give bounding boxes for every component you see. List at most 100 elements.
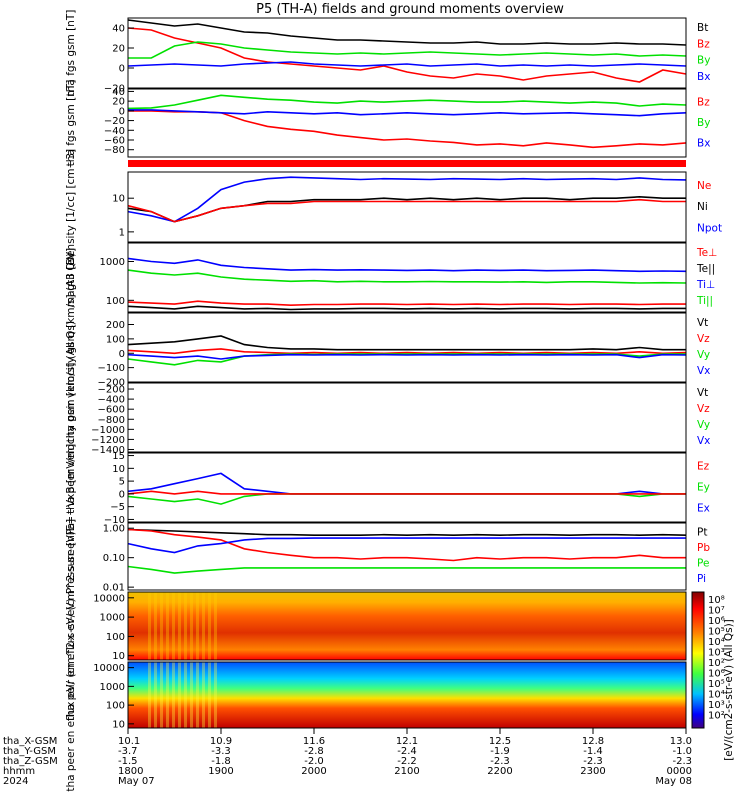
panel-frame [127, 171, 687, 243]
heatmap-stripe [214, 662, 217, 728]
heatmap-stripe [160, 662, 163, 728]
legend-entry: By [697, 55, 710, 67]
legend-entry: Vz [697, 403, 710, 415]
x-tick-label: 0000 [667, 766, 692, 777]
heatmap-stripe [148, 662, 151, 728]
series-line-pi [127, 537, 686, 554]
legend-entry: Vy [697, 419, 710, 431]
y-tick-label: 20 [112, 97, 125, 108]
x-tick-label: -2.4 [397, 746, 417, 757]
legend-entry: Ex [697, 503, 710, 515]
x-tick-label: -2.2 [397, 756, 417, 767]
legend-entry: Pi [697, 573, 706, 585]
colorbar-label: [eV/(cm2-s-str-eV) (All Qs)] [723, 619, 735, 761]
series-line-bx [127, 61, 687, 67]
y-tick-label: −1400 [91, 445, 125, 456]
legend-entry: Vt [697, 387, 708, 399]
x-tick-label: 10.1 [118, 736, 140, 747]
panel-3: 10 1 Density [1/cc] [cm−3] Ne Ni Npot [65, 149, 722, 265]
legend-entry: Ti⊥ [696, 279, 715, 291]
x-tick-label: 2200 [487, 766, 512, 777]
x-tick-label: 2300 [580, 766, 605, 777]
series-line-ex [127, 472, 686, 495]
y-tick-label: −600 [98, 405, 125, 416]
x-tick-label: 12.5 [489, 736, 511, 747]
legend-entry: Ti|| [696, 295, 713, 307]
series-line-npot [127, 176, 687, 223]
y-tick-label: 1.00 [103, 524, 125, 535]
heatmap-stripe [172, 662, 175, 728]
y-tick-label: 0.01 [103, 583, 125, 594]
heatmap-stripe [214, 592, 217, 660]
x-tick-label: 12.8 [582, 736, 604, 747]
y-tick-label: 0 [119, 489, 125, 500]
y-tick-label: −100 [98, 363, 125, 374]
y-axis-label: E=−VxB [mV/m] [65, 444, 77, 532]
legend-entry: Bz [697, 38, 710, 50]
y-tick-label: 10 [112, 194, 125, 205]
heatmap-stripe [184, 662, 187, 728]
x-tick-label: 13.0 [670, 736, 692, 747]
x-row-label: tha_Y-GSM [3, 746, 56, 757]
y-tick-label: 10 [112, 651, 125, 662]
x-axis-annotations: tha_X-GSMtha_Y-GSMtha_Z-GSMhhmm202410.1-… [3, 728, 692, 787]
legend-entry: Bz [697, 96, 710, 108]
y-tick-label: 1000 [100, 257, 125, 268]
heatmap-field [128, 662, 686, 728]
panel-frame [127, 382, 687, 453]
heatmap-field [128, 592, 686, 660]
heatmap-stripe [208, 662, 211, 728]
series-line-pe [127, 565, 686, 574]
y-axis-label: tha fgs gsm [nT] [65, 80, 77, 167]
y-tick-label: 100 [106, 296, 125, 307]
chart-title: P5 (TH-A) fields and ground moments over… [256, 2, 564, 17]
legend-entry: Vy [697, 349, 710, 361]
y-tick-label: 10 [112, 719, 125, 730]
y-tick-label: 1 [119, 227, 125, 238]
panel-frame [127, 452, 687, 523]
colorbar-tick-label: 10⁵ [708, 627, 725, 638]
panel-frame [127, 522, 687, 591]
panel-9: 10000 1000 100 10 tha peir en eflux eV/ (cm^… [65, 531, 687, 721]
legend-entry: By [697, 117, 710, 129]
series-line-bt [127, 19, 687, 46]
y-tick-label: 1000 [100, 682, 125, 693]
heatmap-stripe [172, 592, 175, 660]
y-tick-label: 0 [119, 349, 125, 360]
legend-entry: Pt [697, 526, 707, 538]
y-tick-label: 100 [106, 701, 125, 712]
y-axis-label: Pressure [nPa] [65, 519, 77, 594]
panel-4: 1000 100 magt3 [eV] Te⊥ Te|| Ti⊥ Ti|| [65, 242, 717, 313]
heatmap-stripe [190, 592, 193, 660]
y-tick-label: 40 [112, 87, 125, 98]
panel-8: 1.00 0.10 0.01 Pressure [nPa] Pt Pb Pe Pi [65, 519, 710, 594]
legend-entry: Ey [697, 482, 710, 494]
heatmap-stripe [178, 592, 181, 660]
colorbar-gradient [691, 591, 705, 729]
colorbar-tick-label: 10⁸ [708, 595, 725, 606]
y-tick-label: −1000 [91, 425, 125, 436]
legend-entry: Bt [697, 22, 708, 34]
y-tick-label: −40 [104, 126, 125, 137]
y-tick-label: 0 [119, 64, 125, 75]
x-row-label: tha_Z-GSM [3, 756, 58, 767]
heatmap-stripe [148, 592, 151, 660]
y-axis-label: tha peer en eflux eV/ (cm^2-s-sr-eV) [65, 598, 77, 791]
series-line-bz [128, 110, 687, 149]
x-row-label: hhmm [3, 766, 35, 777]
heatmap-stripe [202, 662, 205, 728]
y-tick-label: 100 [106, 334, 125, 345]
y-tick-label: 0.10 [103, 553, 125, 564]
y-tick-label: −5 [110, 502, 125, 513]
colorbar-tick-label: 10⁵ [708, 679, 725, 690]
x-tick-label: -2.3 [583, 756, 603, 767]
y-tick-label: 10000 [93, 593, 125, 604]
series-line-vt [127, 335, 686, 351]
x-row-label: 2024 [3, 776, 28, 787]
y-axis-label: tha peir velocity gsm [km/s] (All Qs) [65, 253, 77, 442]
y-tick-label: 0 [119, 106, 125, 117]
series-line-ti [127, 269, 687, 284]
